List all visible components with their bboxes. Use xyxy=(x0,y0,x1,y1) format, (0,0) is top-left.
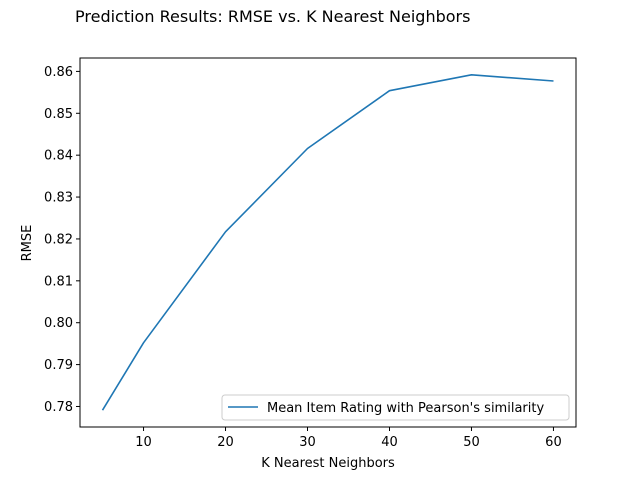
x-tick-label: 30 xyxy=(299,435,316,450)
series-line xyxy=(101,74,554,411)
y-tick-label: 0.79 xyxy=(44,358,73,373)
x-tick-label: 50 xyxy=(463,435,480,450)
plot-area xyxy=(79,57,577,428)
y-tick-label: 0.80 xyxy=(44,316,73,331)
x-axis-ticks: 10 20 30 40 50 60 xyxy=(135,427,562,450)
y-axis-label: RMSE xyxy=(20,225,35,262)
x-tick-label: 40 xyxy=(381,435,398,450)
legend: Mean Item Rating with Pearson's similari… xyxy=(221,394,570,421)
x-tick-label: 10 xyxy=(135,435,152,450)
y-tick-label: 0.84 xyxy=(44,149,73,164)
x-tick-label: 20 xyxy=(217,435,234,450)
y-tick-label: 0.85 xyxy=(44,107,73,122)
x-axis-label: K Nearest Neighbors xyxy=(261,456,395,471)
y-tick-label: 0.83 xyxy=(44,191,73,206)
y-tick-label: 0.78 xyxy=(44,400,73,415)
y-axis-ticks: 0.78 0.79 0.80 0.81 0.82 0.83 0.84 0.85 0.86 xyxy=(44,65,80,415)
legend-box xyxy=(221,394,570,421)
y-tick-label: 0.86 xyxy=(44,65,73,80)
y-tick-label: 0.82 xyxy=(44,232,73,247)
y-tick-label: 0.81 xyxy=(44,274,73,289)
x-tick-label: 60 xyxy=(545,435,562,450)
legend-label: Mean Item Rating with Pearson's similari… xyxy=(267,401,544,416)
chart-title: Prediction Results: RMSE vs. K Nearest N… xyxy=(75,7,471,26)
